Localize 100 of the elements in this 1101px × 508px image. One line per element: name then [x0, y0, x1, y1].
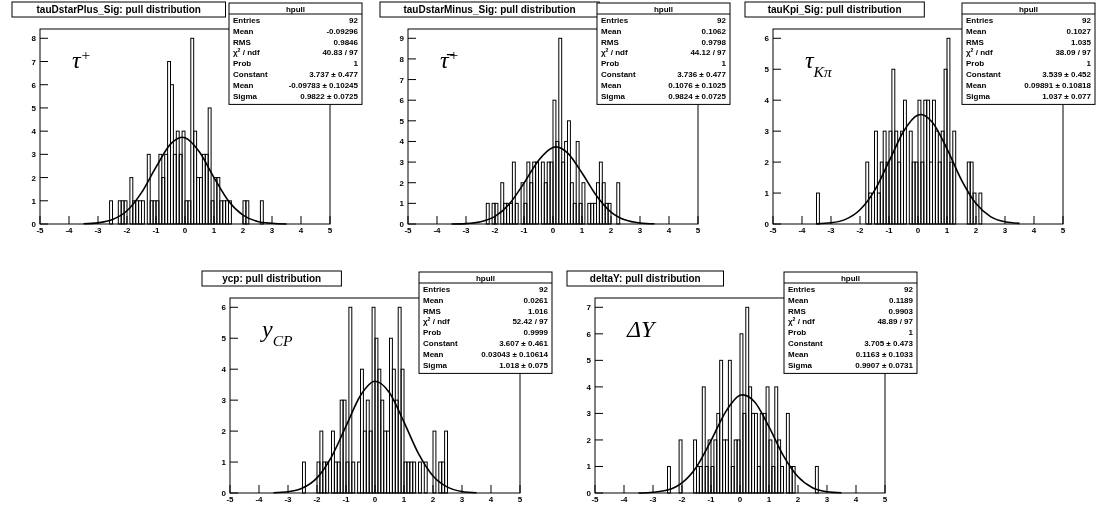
x-tick-label: 3 [269, 226, 275, 235]
text: 0.9903 [888, 306, 914, 316]
y-tick-label: 1 [31, 196, 37, 206]
annotation: Mean [423, 349, 444, 359]
x-tick-label: 4 [488, 495, 494, 504]
text: hpull [475, 274, 496, 283]
x-tick-label: 0 [182, 226, 188, 235]
text: Entries [423, 285, 451, 294]
x-tick-label: 3 [459, 495, 465, 504]
text: Entries [966, 16, 994, 25]
chart-title: deltaY: pull distribution [589, 273, 701, 284]
text: Entries [788, 285, 816, 294]
annotation: Constant [423, 339, 458, 348]
x-tick-label: -5 [404, 226, 413, 235]
x-tick-label: 2 [430, 495, 436, 504]
text: hpull [653, 5, 674, 14]
x-tick-label: -5 [36, 226, 45, 235]
x-tick-label: -4 [65, 226, 74, 235]
text: 92 [349, 16, 359, 25]
x-tick-label: 3 [1002, 226, 1008, 235]
annotation: Prob [423, 328, 442, 338]
y-tick-label: 7 [31, 57, 37, 67]
annotation: 0.9822 ± 0.0725 [300, 91, 359, 101]
x-tick-label: -1 [152, 226, 161, 235]
x-tick-label: -3 [94, 226, 103, 235]
annotation: 0.9907 ± 0.0731 [855, 360, 914, 370]
annotation: 44.12 / 97 [690, 48, 727, 58]
x-tick-label: 2 [795, 495, 801, 504]
annotation: Sigma [788, 360, 813, 370]
annotation: χ$^{2}$ / ndf [233, 47, 260, 58]
annotation: y$_{CP}$ [260, 316, 294, 349]
annotation: 40.83 / 97 [322, 48, 359, 58]
y-tick-label: 0 [31, 220, 37, 229]
x-tick-label: -4 [433, 226, 442, 235]
text: 1 [1086, 59, 1092, 69]
annotation: RMS [966, 37, 985, 47]
x-tick-label: -5 [226, 495, 235, 504]
y-tick-label: 1 [399, 199, 405, 209]
text: 92 [717, 16, 727, 25]
x-tick-label: 5 [882, 495, 888, 504]
y-tick-label: 7 [399, 75, 405, 85]
text: 1.016 [527, 306, 549, 316]
x-tick-label: -1 [707, 495, 716, 504]
y-tick-label: 4 [764, 96, 770, 106]
y-tick-label: 5 [221, 334, 227, 344]
annotation: RMS [233, 37, 252, 47]
y-tick-label: 0 [764, 220, 770, 229]
annotation: 1.037 ± 0.077 [1042, 91, 1092, 101]
x-tick-label: 3 [824, 495, 830, 504]
y-tick-label: 5 [31, 103, 37, 113]
annotation: 3.705 ± 0.473 [864, 339, 914, 348]
y-tick-label: 5 [399, 116, 405, 126]
annotation: 3.736 ± 0.477 [677, 70, 727, 79]
x-tick-label: -5 [769, 226, 778, 235]
y-tick-label: 9 [399, 34, 405, 44]
y-tick-label: 2 [221, 427, 227, 437]
y-tick-label: 3 [31, 150, 37, 160]
text: 92 [904, 285, 914, 294]
annotation: 52.42 / 97 [512, 317, 549, 327]
annotation: Mean [233, 26, 254, 36]
annotation: Mean [601, 80, 622, 90]
text: 1 [721, 59, 727, 69]
annotation: Prob [788, 328, 807, 338]
annotation: -0.09296 [326, 26, 359, 36]
chart-title: tauKpi_Sig: pull distribution [767, 4, 902, 15]
y-tick-label: 0 [399, 220, 405, 229]
x-tick-label: -4 [620, 495, 629, 504]
y-tick-label: 2 [586, 435, 592, 445]
x-tick-label: 4 [298, 226, 304, 235]
y-tick-label: 3 [586, 409, 592, 419]
annotation: Mean [601, 26, 622, 36]
text: 0.1027 [1066, 26, 1092, 36]
annotation: τ$^{+}$ [72, 45, 92, 73]
y-tick-label: 2 [399, 178, 405, 188]
x-tick-label: 5 [1060, 226, 1066, 235]
annotation: 0.09891 ± 0.10818 [1024, 80, 1092, 90]
x-tick-label: 4 [666, 226, 672, 235]
y-tick-label: 5 [586, 356, 592, 366]
x-tick-label: 5 [517, 495, 523, 504]
text: hpull [285, 5, 306, 14]
chart-title: ycp: pull distribution [222, 273, 322, 284]
y-tick-label: 4 [586, 382, 592, 392]
text: 0.1189 [888, 295, 914, 305]
y-tick-label: 0 [221, 489, 227, 498]
y-tick-label: 2 [764, 158, 770, 168]
annotation: Constant [788, 339, 823, 348]
x-tick-label: -4 [255, 495, 264, 504]
x-tick-label: 4 [1031, 226, 1037, 235]
x-tick-label: -3 [462, 226, 471, 235]
y-tick-label: 1 [221, 458, 227, 468]
annotation: Constant [966, 70, 1001, 79]
annotation: RMS [601, 37, 620, 47]
annotation: Mean [966, 26, 987, 36]
y-tick-label: 6 [221, 303, 227, 313]
y-tick-label: 1 [586, 462, 592, 472]
annotation: χ$^{2}$ / ndf [788, 316, 815, 327]
annotation: Constant [233, 70, 268, 79]
x-tick-label: 2 [240, 226, 246, 235]
annotation: χ$^{2}$ / ndf [966, 47, 993, 58]
x-tick-label: 2 [608, 226, 614, 235]
